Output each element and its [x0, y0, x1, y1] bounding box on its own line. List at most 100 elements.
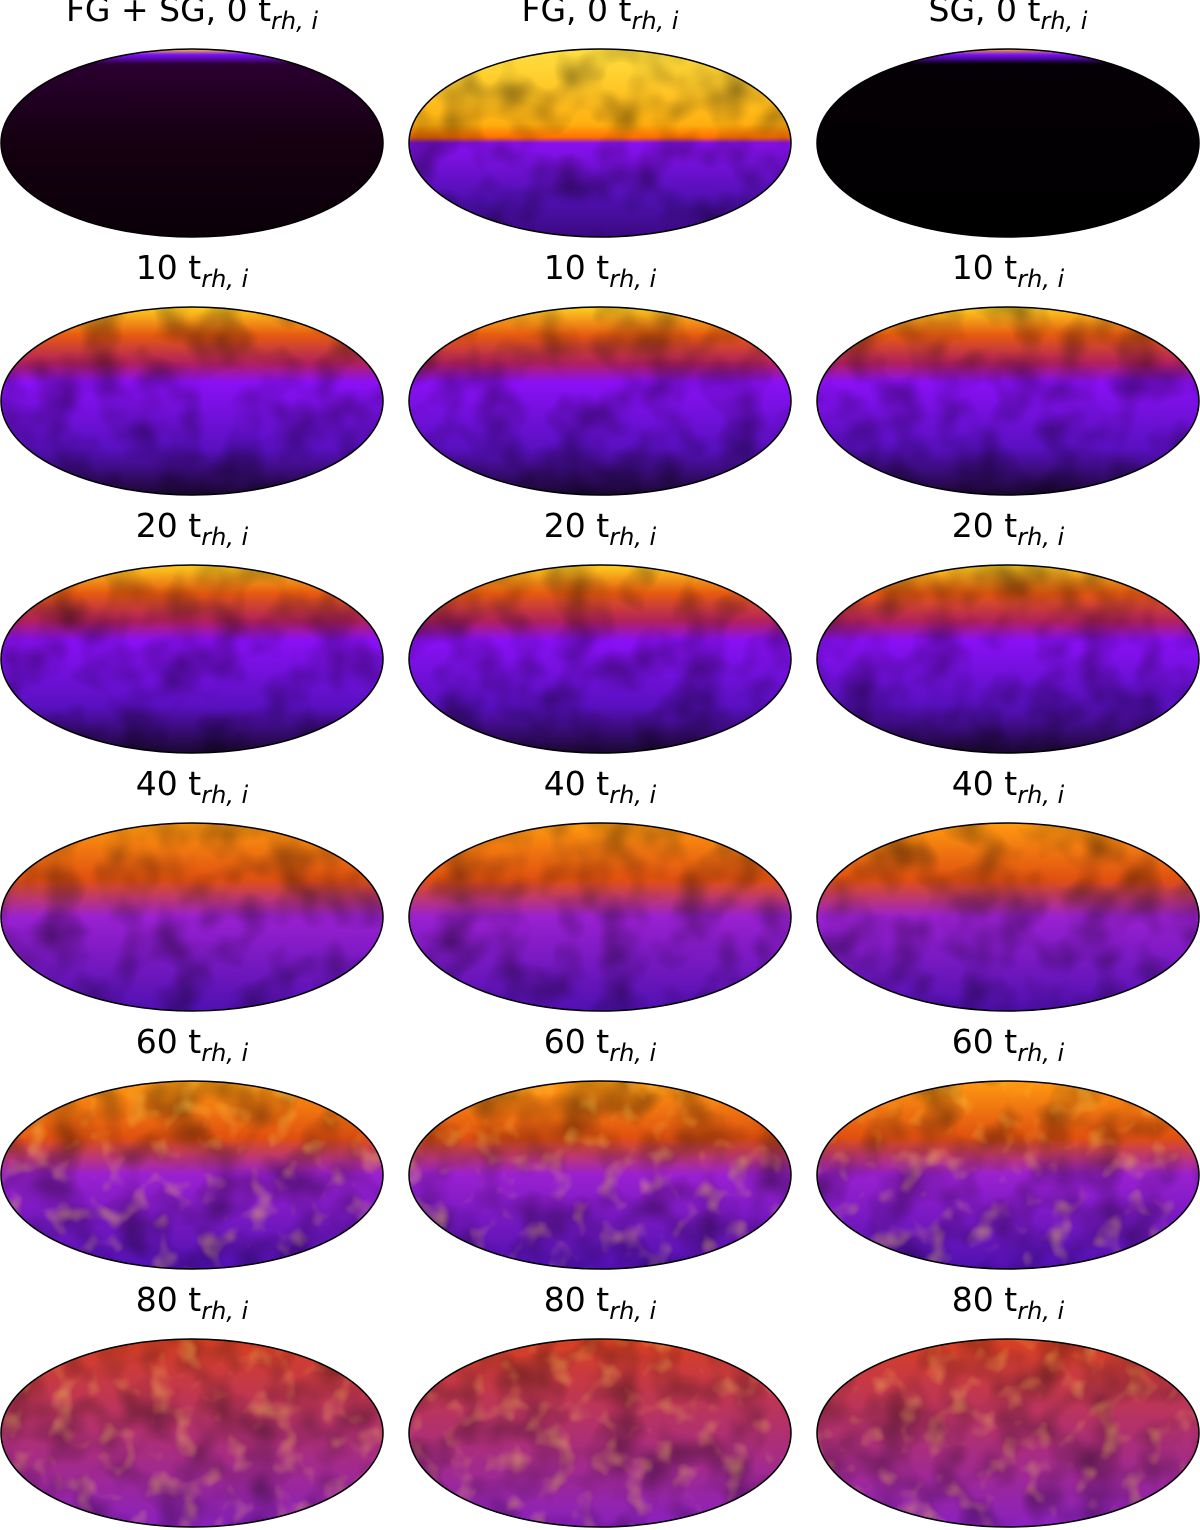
- title-text: FG + SG, 0 t: [66, 0, 271, 29]
- map-texture-bright: [409, 1081, 791, 1269]
- title-subscript: rh, i: [201, 1297, 248, 1325]
- title-subscript: rh, i: [1017, 1297, 1064, 1325]
- title-text: 20 t: [544, 506, 609, 545]
- title-subscript: rh, i: [201, 523, 248, 551]
- title-text: 80 t: [136, 1280, 201, 1319]
- panel: 60 trh, i: [408, 1022, 792, 1270]
- map-texture: [1, 307, 383, 495]
- panel-title: 60 trh, i: [544, 1022, 657, 1067]
- map-texture-bright: [1, 1081, 383, 1269]
- title-text: 80 t: [952, 1280, 1017, 1319]
- map-outline: [408, 822, 792, 1012]
- title-text: SG, 0 t: [929, 0, 1041, 29]
- title-subscript: rh, i: [609, 523, 656, 551]
- sky-map: [817, 49, 1199, 237]
- panel-title: 80 trh, i: [952, 1280, 1065, 1325]
- panel: 80 trh, i: [816, 1280, 1200, 1528]
- map-texture-bright: [817, 1081, 1199, 1269]
- panel-title: 10 trh, i: [136, 248, 249, 293]
- panel-title: 40 trh, i: [136, 764, 249, 809]
- panel-title: 20 trh, i: [952, 506, 1065, 551]
- title-subscript: rh, i: [609, 1039, 656, 1067]
- map-texture: [1, 565, 383, 753]
- map-texture: [409, 49, 791, 237]
- map-outline: [408, 564, 792, 754]
- title-subscript: rh, i: [609, 265, 656, 293]
- panel-title: 60 trh, i: [952, 1022, 1065, 1067]
- map-outline: [816, 48, 1200, 238]
- panel-title: 80 trh, i: [544, 1280, 657, 1325]
- panel-title: SG, 0 trh, i: [929, 0, 1088, 35]
- map-texture: [817, 823, 1199, 1011]
- title-subscript: rh, i: [201, 1039, 248, 1067]
- map-outline: [816, 1080, 1200, 1270]
- panel-title: 40 trh, i: [952, 764, 1065, 809]
- title-text: 10 t: [136, 248, 201, 287]
- title-text: 10 t: [952, 248, 1017, 287]
- title-text: 40 t: [952, 764, 1017, 803]
- title-text: 80 t: [544, 1280, 609, 1319]
- title-subscript: rh, i: [1017, 1039, 1064, 1067]
- map-texture: [817, 307, 1199, 495]
- map-outline: [408, 48, 792, 238]
- title-text: 40 t: [544, 764, 609, 803]
- panel: FG, 0 trh, i: [408, 0, 792, 238]
- map-texture-bright: [409, 1339, 791, 1527]
- title-subscript: rh, i: [201, 781, 248, 809]
- map-outline: [0, 1338, 384, 1528]
- title-text: FG, 0 t: [522, 0, 632, 29]
- map-texture: [409, 307, 791, 495]
- title-text: 40 t: [136, 764, 201, 803]
- panel: 10 trh, i: [0, 248, 384, 496]
- title-subscript: rh, i: [1017, 781, 1064, 809]
- title-subscript: rh, i: [631, 7, 678, 35]
- panel: 20 trh, i: [408, 506, 792, 754]
- panel-title: 80 trh, i: [136, 1280, 249, 1325]
- map-outline: [0, 1080, 384, 1270]
- panel-title: FG, 0 trh, i: [522, 0, 679, 35]
- map-texture-bright: [817, 1339, 1199, 1527]
- map-texture: [409, 565, 791, 753]
- panel: FG + SG, 0 trh, i: [0, 0, 384, 238]
- panel-title: 20 trh, i: [544, 506, 657, 551]
- map-outline: [408, 306, 792, 496]
- panel-title: 10 trh, i: [544, 248, 657, 293]
- panel-title: 40 trh, i: [544, 764, 657, 809]
- panel: 80 trh, i: [0, 1280, 384, 1528]
- panel: 80 trh, i: [408, 1280, 792, 1528]
- map-outline: [0, 822, 384, 1012]
- map-outline: [0, 564, 384, 754]
- map-texture: [817, 565, 1199, 753]
- panel-title: FG + SG, 0 trh, i: [66, 0, 318, 35]
- panel-title: 20 trh, i: [136, 506, 249, 551]
- title-text: 60 t: [544, 1022, 609, 1061]
- sky-map: [1, 49, 383, 237]
- panel: 20 trh, i: [0, 506, 384, 754]
- title-subscript: rh, i: [271, 7, 318, 35]
- panel: 40 trh, i: [0, 764, 384, 1012]
- title-subscript: rh, i: [1040, 7, 1087, 35]
- panel: 20 trh, i: [816, 506, 1200, 754]
- panel: 60 trh, i: [0, 1022, 384, 1270]
- title-text: 60 t: [952, 1022, 1017, 1061]
- map-texture: [409, 823, 791, 1011]
- title-subscript: rh, i: [1017, 523, 1064, 551]
- map-outline: [408, 1338, 792, 1528]
- title-text: 10 t: [544, 248, 609, 287]
- panel: SG, 0 trh, i: [816, 0, 1200, 238]
- map-outline: [816, 564, 1200, 754]
- panel: 60 trh, i: [816, 1022, 1200, 1270]
- title-subscript: rh, i: [609, 781, 656, 809]
- title-subscript: rh, i: [201, 265, 248, 293]
- title-text: 60 t: [136, 1022, 201, 1061]
- map-outline: [816, 1338, 1200, 1528]
- map-outline: [816, 306, 1200, 496]
- map-outline: [0, 48, 384, 238]
- panel-title: 60 trh, i: [136, 1022, 249, 1067]
- map-texture: [1, 823, 383, 1011]
- panel: 10 trh, i: [816, 248, 1200, 496]
- map-outline: [408, 1080, 792, 1270]
- map-texture-bright: [1, 1339, 383, 1527]
- title-text: 20 t: [952, 506, 1017, 545]
